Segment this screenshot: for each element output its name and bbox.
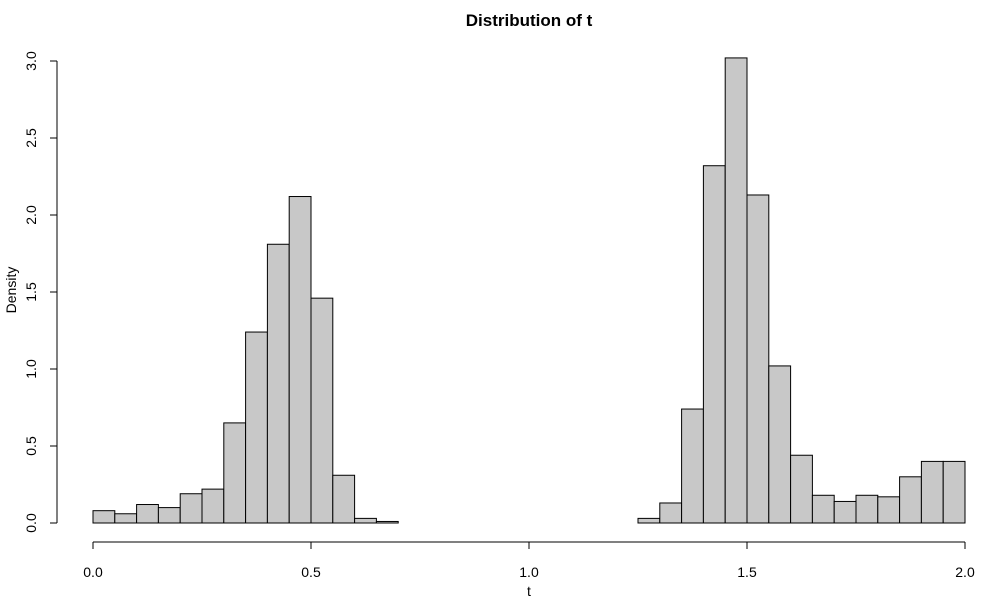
histogram-bar	[114, 513, 138, 524]
histogram-bar	[354, 517, 377, 524]
y-tick-label: 3.0	[23, 51, 39, 71]
x-tick-label: 1.5	[737, 564, 757, 580]
histogram-bar	[811, 494, 835, 524]
histogram-bar	[332, 474, 356, 524]
histogram-bar	[375, 520, 399, 524]
y-axis: 0.0 0.5 1.0 1.5 2.0 2.5 3.0	[23, 51, 58, 533]
histogram-bar	[201, 488, 225, 524]
histogram-bar	[288, 196, 312, 524]
x-axis-label: t	[527, 583, 531, 599]
histogram-bar	[877, 496, 901, 524]
histogram-bar	[223, 422, 247, 524]
x-tick-label: 0.5	[301, 564, 321, 580]
histogram-bar	[920, 460, 944, 524]
histogram-bar	[245, 331, 268, 524]
histogram-bar	[855, 494, 879, 524]
histogram-bar	[724, 57, 748, 524]
histogram-bar	[702, 165, 726, 524]
y-axis-label: Density	[3, 267, 19, 314]
histogram-bar	[681, 408, 704, 524]
histogram-bar	[833, 500, 857, 524]
histogram-bar	[310, 297, 334, 524]
histogram-bar	[790, 454, 813, 524]
y-tick-label: 2.5	[23, 128, 39, 148]
y-tick-label: 1.0	[23, 359, 39, 379]
histogram-bar	[899, 476, 922, 524]
y-tick-label: 2.0	[23, 205, 39, 225]
histogram-bar	[266, 243, 290, 524]
histogram-bar	[746, 194, 770, 524]
histogram-bar	[92, 510, 116, 524]
bars-group	[92, 57, 966, 524]
histogram-bar	[179, 493, 203, 524]
x-tick-label: 2.0	[955, 564, 975, 580]
y-tick-label: 0.0	[23, 513, 39, 533]
x-axis: 0.0 0.5 1.0 1.5 2.0	[83, 541, 975, 580]
histogram-bar	[768, 365, 792, 524]
x-tick-label: 1.0	[519, 564, 539, 580]
histogram-bar	[136, 504, 159, 524]
histogram-bar	[637, 517, 661, 524]
y-tick-label: 0.5	[23, 436, 39, 456]
y-tick-label: 1.5	[23, 282, 39, 302]
histogram-bar	[157, 507, 181, 524]
x-tick-label: 0.0	[83, 564, 103, 580]
histogram-bar	[659, 502, 683, 524]
histogram-bar	[942, 460, 966, 524]
chart-title: Distribution of t	[466, 11, 593, 30]
